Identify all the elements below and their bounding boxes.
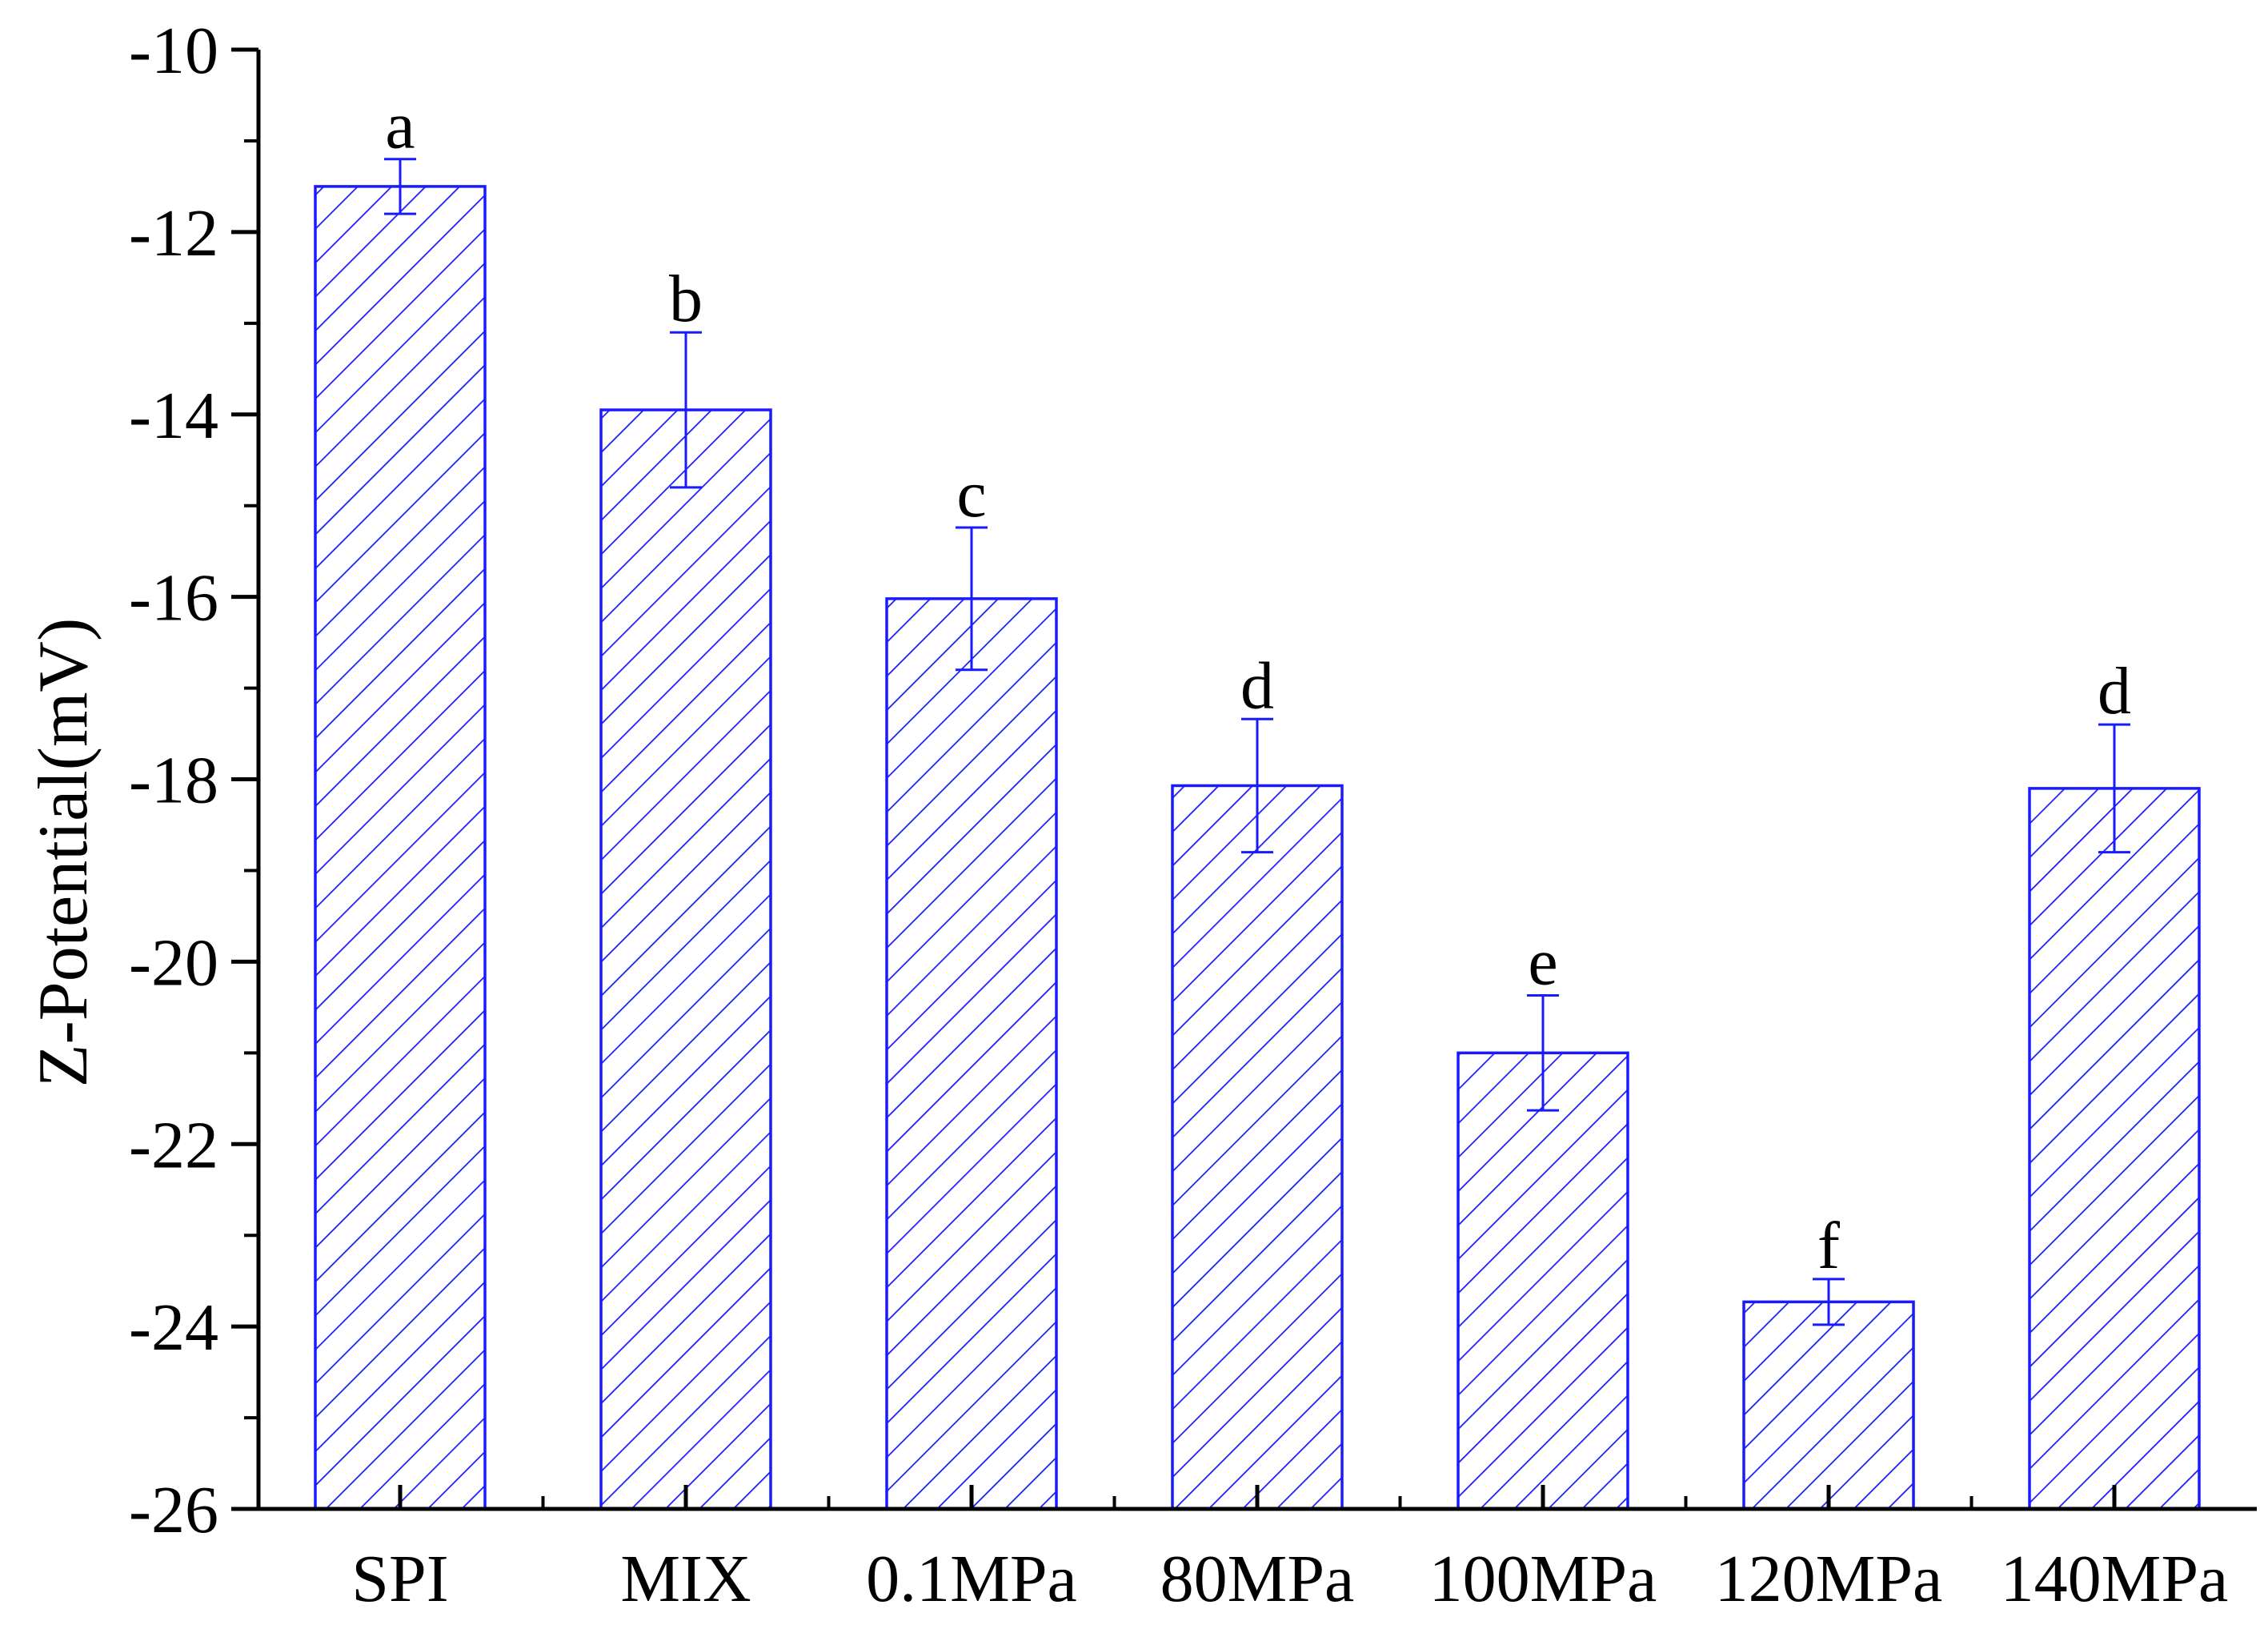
bar-3 bbox=[1171, 784, 1344, 1511]
error-bar-1 bbox=[670, 331, 702, 489]
significance-letter-3: d bbox=[1240, 648, 1274, 723]
error-bar-3 bbox=[1241, 717, 1273, 854]
y-axis-title: Z-Potential(mV) bbox=[25, 618, 102, 1088]
x-tick-label-0: SPI bbox=[351, 1542, 448, 1616]
error-bar-6 bbox=[2098, 723, 2130, 854]
y-tick-label-0: -10 bbox=[129, 14, 218, 88]
significance-letter-2: c bbox=[956, 457, 986, 532]
bar-0 bbox=[314, 185, 487, 1511]
bar-1 bbox=[599, 408, 772, 1511]
y-tick-label-7: -24 bbox=[129, 1290, 218, 1365]
x-tick-label-2: 0.1MPa bbox=[866, 1542, 1077, 1616]
y-tick-label-1: -12 bbox=[129, 196, 218, 271]
x-tick-label-6: 140MPa bbox=[2001, 1542, 2229, 1616]
x-tick-label-5: 120MPa bbox=[1715, 1542, 1943, 1616]
axes-layer bbox=[231, 47, 2257, 1511]
y-tick-label-4: -18 bbox=[129, 744, 218, 818]
x-tick-label-1: MIX bbox=[620, 1542, 751, 1616]
bar-2 bbox=[885, 597, 1058, 1511]
error-bar-2 bbox=[956, 526, 988, 672]
significance-letter-0: a bbox=[385, 89, 415, 163]
y-tick-label-5: -20 bbox=[129, 925, 218, 1000]
y-tick-label-6: -22 bbox=[129, 1108, 218, 1182]
x-tick-label-4: 100MPa bbox=[1429, 1542, 1657, 1616]
significance-letter-5: f bbox=[1817, 1209, 1840, 1283]
error-bars-layer bbox=[384, 158, 2130, 1326]
significance-letter-6: d bbox=[2098, 654, 2131, 728]
error-bar-4 bbox=[1527, 994, 1559, 1112]
bars-layer bbox=[314, 185, 2201, 1511]
labels-layer: -10 -12 -14 -16 -18 -20 -22 -24 -26 SPI MIX 0.1MPa 8… bbox=[129, 14, 2228, 1616]
bar-5 bbox=[1742, 1300, 1915, 1511]
error-bar-0 bbox=[384, 158, 416, 215]
y-tick-label-3: -16 bbox=[129, 561, 218, 636]
x-tick-label-3: 80MPa bbox=[1160, 1542, 1355, 1616]
significance-letter-4: e bbox=[1528, 925, 1557, 1000]
bar-4 bbox=[1457, 1051, 1629, 1511]
bar-6 bbox=[2028, 787, 2201, 1511]
significance-letter-1: b bbox=[669, 262, 703, 336]
y-tick-label-8: -26 bbox=[129, 1473, 218, 1547]
error-bar-5 bbox=[1813, 1278, 1845, 1326]
y-tick-label-2: -14 bbox=[129, 379, 218, 453]
